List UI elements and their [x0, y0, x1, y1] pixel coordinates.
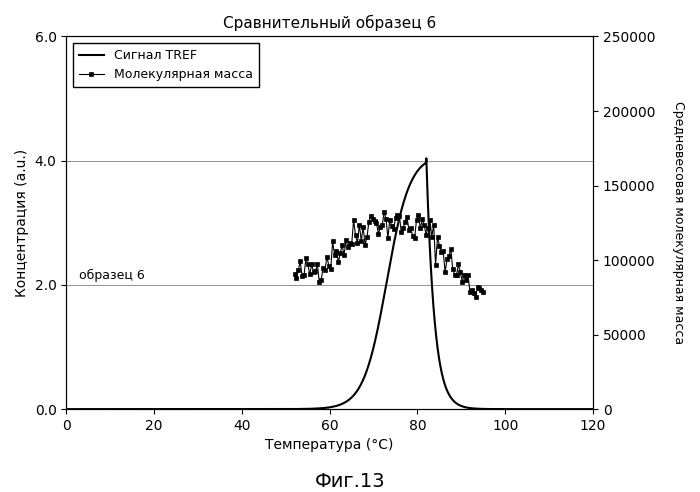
Молекулярная масса: [290, 271, 299, 277]
Молекулярная масса: [380, 209, 389, 215]
Сигнал TREF: [122, 406, 130, 412]
Сигнал TREF: [522, 406, 531, 412]
Молекулярная масса: [389, 226, 398, 232]
Молекулярная масса: [326, 266, 335, 272]
Title: Сравнительный образец 6: Сравнительный образец 6: [223, 15, 436, 31]
Молекулярная масса: [405, 227, 413, 233]
Молекулярная масса: [471, 294, 480, 300]
Y-axis label: Концентрация (a.u.): Концентрация (a.u.): [15, 149, 29, 297]
Line: Сигнал TREF: Сигнал TREF: [66, 158, 593, 409]
Молекулярная масса: [466, 288, 474, 294]
Молекулярная масса: [334, 259, 342, 265]
Y-axis label: Средневесовая молекулярная масса: Средневесовая молекулярная масса: [672, 101, 685, 344]
Молекулярная масса: [473, 284, 482, 290]
Text: Фиг.13: Фиг.13: [315, 472, 385, 491]
X-axis label: Температура (°C): Температура (°C): [265, 438, 394, 453]
Legend: Сигнал TREF, Молекулярная масса: Сигнал TREF, Молекулярная масса: [73, 43, 259, 88]
Сигнал TREF: [62, 406, 71, 412]
Сигнал TREF: [579, 406, 587, 412]
Сигнал TREF: [589, 406, 597, 412]
Молекулярная масса: [479, 289, 487, 295]
Сигнал TREF: [422, 155, 430, 161]
Сигнал TREF: [264, 406, 272, 412]
Сигнал TREF: [153, 406, 162, 412]
Text: образец 6: образец 6: [79, 269, 145, 282]
Line: Молекулярная масса: Молекулярная масса: [292, 210, 486, 300]
Сигнал TREF: [287, 406, 295, 412]
